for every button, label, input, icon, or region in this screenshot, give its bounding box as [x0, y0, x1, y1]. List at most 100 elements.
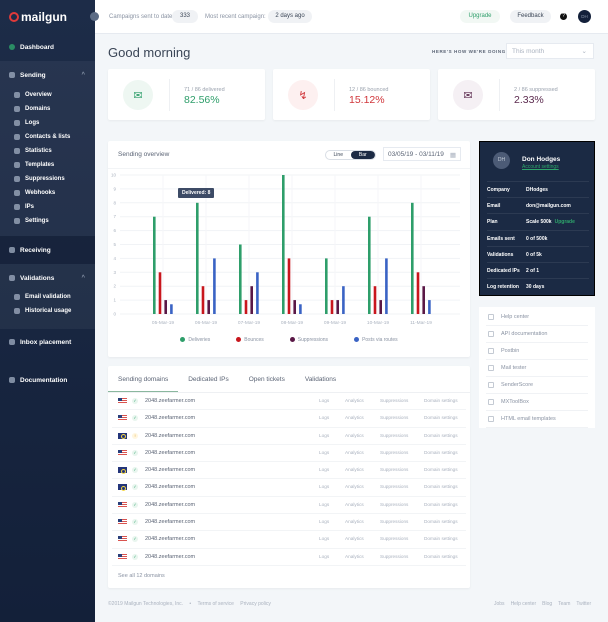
sidebar-item-logs[interactable]: Logs: [0, 116, 95, 130]
suppressions-link[interactable]: Suppressions: [380, 553, 409, 559]
terms-link[interactable]: Terms of service: [197, 601, 234, 607]
link-mxtoolbox[interactable]: MXToolBox: [486, 394, 588, 411]
tab-validations[interactable]: Validations: [304, 376, 337, 383]
bar-bounces[interactable]: [287, 258, 291, 314]
sidebar-item-documentation[interactable]: Documentation: [0, 373, 95, 387]
domain-name[interactable]: 2048.zeefarmer.com: [145, 553, 196, 560]
sidebar-item-domains[interactable]: Domains: [0, 102, 95, 116]
sidebar-item-historical-usage[interactable]: Historical usage: [0, 304, 95, 318]
sidebar-item-email-validation[interactable]: Email validation: [0, 290, 95, 304]
bar-posts-via-routes[interactable]: [256, 272, 259, 314]
analytics-link[interactable]: Analytics: [345, 501, 364, 507]
domain-name[interactable]: 2048.zeefarmer.com: [145, 467, 196, 474]
toggle-bar[interactable]: Bar: [350, 151, 375, 159]
suppressions-link[interactable]: Suppressions: [380, 415, 409, 421]
analytics-link[interactable]: Analytics: [345, 553, 364, 559]
team-link[interactable]: Team: [558, 601, 571, 607]
collapse-sidebar-button[interactable]: [90, 12, 99, 21]
bar-suppressions[interactable]: [207, 300, 210, 314]
bar-posts-via-routes[interactable]: [213, 258, 216, 314]
domain-name[interactable]: 2048.zeefarmer.com: [145, 519, 196, 526]
logs-link[interactable]: Logs: [319, 467, 330, 473]
bar-bounces[interactable]: [158, 272, 162, 314]
sidebar-item-dashboard[interactable]: Dashboard: [0, 40, 95, 54]
bar-suppressions[interactable]: [336, 300, 339, 314]
domain-name[interactable]: 2048.zeefarmer.com: [145, 449, 196, 456]
date-range-picker[interactable]: 03/05/19 - 03/11/19 ▦: [383, 147, 461, 161]
logs-link[interactable]: Logs: [319, 398, 330, 403]
legend-item[interactable]: Suppressions: [289, 337, 328, 343]
analytics-link[interactable]: Analytics: [345, 398, 364, 403]
domain-name[interactable]: 2048.zeefarmer.com: [145, 536, 196, 543]
sidebar-item-contacts-lists[interactable]: Contacts & lists: [0, 130, 95, 144]
domain-settings-link[interactable]: Domain settings: [424, 519, 458, 525]
link-senderscore[interactable]: SenderScore: [486, 377, 588, 394]
logs-link[interactable]: Logs: [319, 553, 330, 559]
bar-bounces[interactable]: [373, 286, 377, 314]
bar-bounces[interactable]: [244, 300, 248, 314]
tab-dedicated-ips[interactable]: Dedicated IPs: [188, 376, 229, 383]
domain-settings-link[interactable]: Domain settings: [424, 484, 458, 490]
bar-posts-via-routes[interactable]: [299, 304, 302, 314]
analytics-link[interactable]: Analytics: [345, 432, 364, 438]
logs-link[interactable]: Logs: [319, 484, 330, 490]
domain-settings-link[interactable]: Domain settings: [424, 398, 458, 403]
suppressions-link[interactable]: Suppressions: [380, 484, 409, 490]
link-api-documentation[interactable]: API documentation: [486, 326, 588, 343]
sidebar-item-inbox-placement[interactable]: Inbox placement: [0, 335, 95, 349]
help-center-link[interactable]: Help center: [510, 601, 537, 607]
domain-settings-link[interactable]: Domain settings: [424, 501, 458, 507]
bar-deliveries[interactable]: [325, 258, 328, 314]
bar-bounces[interactable]: [201, 286, 205, 314]
suppressions-link[interactable]: Suppressions: [380, 501, 409, 507]
chart-type-toggle[interactable]: Line Bar: [325, 150, 376, 160]
legend-item[interactable]: Posts via routes: [354, 337, 398, 343]
see-all-domains-link[interactable]: See all 12 domains: [118, 573, 165, 579]
bar-suppressions[interactable]: [422, 286, 425, 314]
suppressions-link[interactable]: Suppressions: [380, 467, 409, 473]
suppressions-link[interactable]: Suppressions: [380, 398, 409, 403]
legend-item[interactable]: Deliveries: [180, 337, 210, 343]
logs-link[interactable]: Logs: [319, 449, 330, 455]
bar-deliveries[interactable]: [368, 216, 371, 314]
domain-name[interactable]: 2048.zeefarmer.com: [145, 398, 196, 404]
twitter-link[interactable]: Twitter: [576, 601, 592, 607]
bar-posts-via-routes[interactable]: [170, 304, 173, 314]
logs-link[interactable]: Logs: [319, 536, 330, 542]
domain-settings-link[interactable]: Domain settings: [424, 415, 458, 421]
bar-deliveries[interactable]: [411, 202, 414, 314]
period-select[interactable]: This month ⌄: [506, 43, 594, 59]
blog-link[interactable]: Blog: [542, 601, 553, 607]
bar-bounces[interactable]: [416, 272, 420, 314]
suppressions-link[interactable]: Suppressions: [380, 432, 409, 438]
upgrade-button[interactable]: Upgrade: [460, 10, 500, 23]
analytics-link[interactable]: Analytics: [345, 519, 364, 525]
link-html-email-templates[interactable]: HTML email templates: [486, 411, 588, 428]
bar-suppressions[interactable]: [164, 300, 167, 314]
sidebar-item-sending[interactable]: Sending ^: [0, 68, 95, 82]
tab-open-tickets[interactable]: Open tickets: [248, 376, 285, 383]
sidebar-item-settings[interactable]: Settings: [0, 214, 95, 228]
sidebar-item-templates[interactable]: Templates: [0, 158, 95, 172]
bar-deliveries[interactable]: [239, 244, 242, 315]
domain-name[interactable]: 2048.zeefarmer.com: [145, 432, 196, 439]
analytics-link[interactable]: Analytics: [345, 415, 364, 421]
suppressions-link[interactable]: Suppressions: [380, 536, 409, 542]
jobs-link[interactable]: Jobs: [494, 601, 505, 607]
domain-settings-link[interactable]: Domain settings: [424, 449, 458, 455]
help-icon[interactable]: ?: [560, 13, 567, 20]
bar-suppressions[interactable]: [379, 300, 382, 314]
domain-settings-link[interactable]: Domain settings: [424, 467, 458, 473]
feedback-button[interactable]: Feedback: [510, 10, 551, 23]
bar-deliveries[interactable]: [153, 216, 156, 314]
plan-upgrade-link[interactable]: Upgrade: [554, 219, 575, 226]
domain-name[interactable]: 2048.zeefarmer.com: [145, 415, 196, 422]
bar-posts-via-routes[interactable]: [342, 286, 345, 314]
bar-deliveries[interactable]: [282, 175, 285, 314]
bar-deliveries[interactable]: [196, 202, 199, 314]
domain-name[interactable]: 2048.zeefarmer.com: [145, 484, 196, 491]
mailgun-logo[interactable]: mailgun: [9, 10, 67, 24]
logs-link[interactable]: Logs: [319, 501, 330, 507]
logs-link[interactable]: Logs: [319, 519, 330, 525]
analytics-link[interactable]: Analytics: [345, 484, 364, 490]
